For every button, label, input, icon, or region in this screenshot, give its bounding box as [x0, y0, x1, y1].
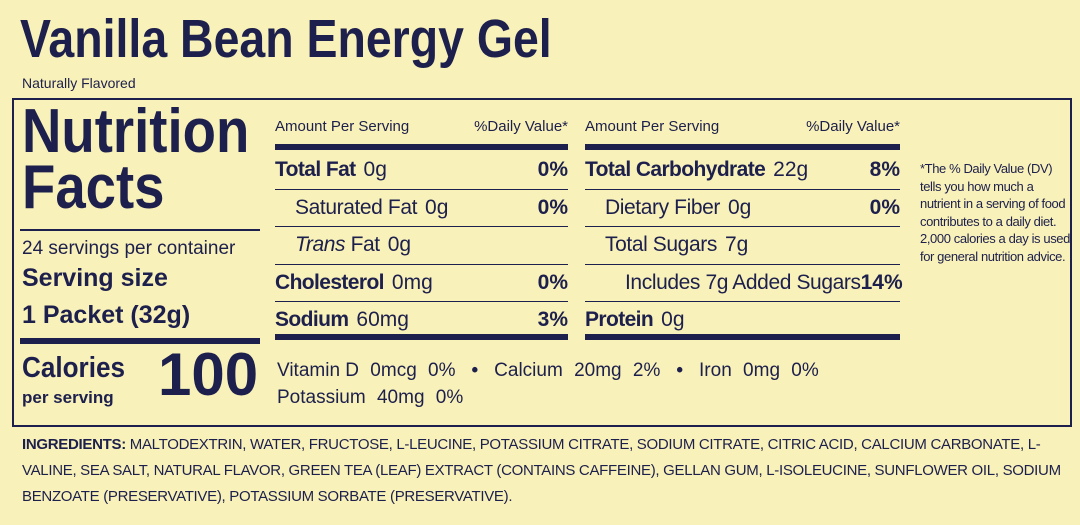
nutrient-dv: 8% [869, 157, 900, 181]
nutrient-amount: 0mg [391, 270, 433, 294]
column-header: %Daily Value* [474, 118, 568, 135]
micronutrient-dv: 0% [428, 360, 456, 381]
nutrient-row: Total Carbohydrate 22g 8% [585, 151, 900, 189]
column-header: Amount Per Serving [585, 118, 720, 135]
nutrient-dv: 0% [537, 195, 568, 219]
micronutrient-amount: 20mg [574, 360, 622, 381]
nutrient-amount: 0g [425, 195, 449, 219]
servings: 24 servings per container [22, 238, 236, 259]
calories-label: Calories [22, 352, 126, 384]
micronutrient: Iron 0mg 0% [699, 360, 819, 381]
micronutrient-dv: 2% [632, 360, 661, 381]
nutrient-name: Protein [585, 308, 654, 332]
nutrient-amount: 0g [363, 157, 387, 181]
nutrient-name: Includes 7g Added Sugars [625, 271, 861, 295]
nutrient-name-text: Total Fat [275, 157, 356, 181]
serving-size-label: Serving size [22, 264, 168, 292]
nutrient-row: Total Fat 0g 0% [275, 151, 568, 189]
nutrient-name: Trans Fat [295, 233, 380, 257]
micronutrient-amount: 0mcg [370, 360, 417, 381]
nutrient-name: Total Carbohydrate [585, 157, 766, 182]
nutrient-row: Cholesterol 0mg 0% [275, 263, 568, 302]
nutrient-name-text: Fat [350, 233, 381, 257]
micronutrient-name: Potassium [277, 387, 366, 408]
micronutrient: Calcium 20mg 2% [494, 360, 660, 381]
nutrient-dv: 0% [869, 195, 900, 219]
divider [20, 338, 260, 344]
ingredients-text: MALTODEXTRIN, WATER, FRUCTOSE, L-LEUCINE… [22, 436, 1061, 505]
nutrient-name: Saturated Fat [295, 196, 417, 220]
calories-sub: per serving [22, 388, 114, 407]
micronutrient-name: Iron [699, 360, 732, 381]
nutrient-name-text: Dietary Fiber [605, 195, 720, 219]
nutrient-row: Sodium 60mg 3% [275, 301, 568, 339]
nutrient-name: Total Fat [275, 158, 356, 182]
nutrient-amount: 0g [387, 233, 412, 257]
serving-size: 1 Packet (32g) [22, 301, 191, 329]
nutrient-dv: 0% [537, 157, 568, 181]
divider [20, 229, 260, 231]
nutrient-name-text: Saturated Fat [295, 195, 418, 219]
nutrient-name: Sodium [275, 308, 349, 332]
heading: Nutrition [22, 97, 250, 166]
micronutrient-dv: 0% [435, 387, 464, 408]
micronutrient-amount: 0mg [743, 360, 781, 381]
nutrient-name: Total Sugars [605, 233, 717, 257]
nutrient-row: Saturated Fat 0g 0% [275, 188, 568, 227]
divider [585, 333, 900, 340]
nutrient-name: Dietary Fiber [605, 196, 720, 220]
nutrient-name-text: Total Carbohydrate [585, 157, 766, 181]
column-header: %Daily Value* [806, 118, 900, 135]
footnote: *The % Daily Value (DV) tells you how mu… [920, 161, 1070, 264]
nutrient-amount: 60mg [356, 308, 409, 332]
nutrient-dv: 0% [537, 270, 568, 294]
title: Vanilla Bean Energy Gel [20, 9, 552, 69]
divider [275, 144, 568, 150]
micronutrient-name: Calcium [494, 360, 563, 381]
nutrient-name: Cholesterol [275, 270, 385, 295]
ingredients: INGREDIENTS: MALTODEXTRIN, WATER, FRUCTO… [22, 432, 1062, 510]
heading: Facts [22, 153, 165, 222]
nutrient-row: Protein 0g [585, 301, 900, 339]
nutrient-amount: 0g [661, 308, 685, 332]
divider [585, 144, 900, 150]
nutrient-name-italic: Trans [295, 233, 346, 257]
nutrient-dv: 14% [860, 270, 903, 294]
nutrient-name-text: Sodium [275, 308, 349, 332]
micros-line: Vitamin D 0mcg 0% • Calcium 20mg 2% • Iron 0… [277, 360, 819, 382]
nutrient-row: Total Sugars 7g [585, 226, 900, 264]
micronutrient-name: Vitamin D [277, 360, 360, 381]
nutrient-amount: 0g [728, 195, 752, 219]
nutrient-dv: 3% [537, 308, 568, 332]
nutrient-name-text: Total Sugars [605, 233, 717, 257]
nutrient-name-text: Protein [585, 308, 654, 332]
facts-box [12, 98, 1072, 427]
nutrient-amount: 7g [724, 233, 749, 257]
nutrient-row: Dietary Fiber 0g 0% [585, 188, 900, 227]
micronutrient: Vitamin D 0mcg 0% [277, 360, 456, 381]
subtitle: Naturally Flavored [22, 75, 136, 91]
bullet-separator: • [676, 360, 684, 381]
calories: 100 [158, 341, 259, 408]
nutrient-row: Trans Fat 0g [275, 226, 568, 264]
nutrient-name-text: Includes 7g Added Sugars [625, 270, 861, 294]
nutrient-row: Includes 7g Added Sugars 14% [585, 263, 903, 302]
micronutrient: Potassium 40mg 0% [277, 387, 463, 408]
ingredients-label: INGREDIENTS: [22, 436, 126, 453]
micronutrient-dv: 0% [791, 360, 819, 381]
bullet-separator: • [471, 360, 479, 381]
micronutrient-amount: 40mg [376, 387, 425, 408]
divider [275, 333, 568, 340]
nutrient-amount: 22g [773, 157, 809, 181]
micros-line: Potassium 40mg 0% [277, 387, 463, 409]
nutrient-name-text: Cholesterol [275, 270, 385, 294]
column-header: Amount Per Serving [275, 118, 410, 135]
